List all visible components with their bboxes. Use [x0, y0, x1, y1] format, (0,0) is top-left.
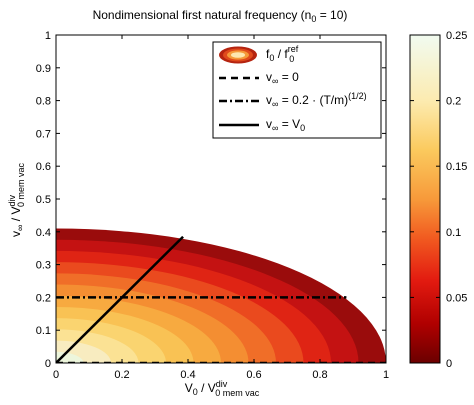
- y-tick-label: 0.5: [36, 194, 51, 206]
- y-tick-label: 0.1: [36, 325, 51, 337]
- colorbar-tick-label: 0: [446, 358, 452, 370]
- colorbar-tick-label: 0.05: [446, 292, 467, 304]
- x-tick-label: 0.4: [180, 369, 195, 381]
- y-tick-label: 0: [45, 358, 51, 370]
- x-tick-label: 0: [53, 369, 59, 381]
- x-tick-label: 0.2: [114, 369, 129, 381]
- y-tick-label: 0.3: [36, 260, 51, 272]
- x-tick-label: 0.8: [312, 369, 327, 381]
- line-solid: [56, 235, 184, 363]
- legend-label-equal: v∞ = V0: [266, 117, 305, 133]
- y-tick-label: 0.6: [36, 161, 51, 173]
- y-axis-ticks: 0 0.1 0.2 0.3 0.4 0.5 0.6 0.7 0.8 0.9 1: [36, 30, 386, 370]
- legend-swatch-contour: [219, 46, 257, 64]
- contour-fill: [56, 228, 386, 363]
- chart-title: Nondimensional first natural frequency (…: [93, 8, 348, 24]
- x-tick-label: 0.6: [246, 369, 261, 381]
- legend-label-frequency: f0 / fref 0: [266, 44, 299, 64]
- x-tick-label: 1: [383, 369, 389, 381]
- reference-lines: [56, 235, 386, 363]
- colorbar-tick-label: 0.25: [446, 30, 467, 42]
- colorbar-ticks: 0 0.05 0.1 0.15 0.2 0.25: [410, 30, 467, 370]
- y-tick-label: 1: [45, 30, 51, 42]
- y-tick-label: 0.9: [36, 63, 51, 75]
- colorbar-tick-label: 0.15: [446, 161, 467, 173]
- y-tick-label: 0.2: [36, 292, 51, 304]
- colorbar-tick-label: 0.2: [446, 96, 461, 108]
- x-axis-ticks: 0 0.2 0.4 0.6 0.8 1: [53, 35, 389, 381]
- colorbar-tick-label: 0.1: [446, 227, 461, 239]
- legend-label-tension: v∞ = 0.2 · (T/m)(1/2): [266, 91, 367, 109]
- colorbar: [409, 34, 441, 364]
- legend-label-zero: v∞ = 0: [266, 70, 299, 86]
- y-tick-label: 0.7: [36, 128, 51, 140]
- x-axis-label: V0 / Vdiv 0 mem vac: [185, 379, 260, 398]
- y-tick-label: 0.8: [36, 96, 51, 108]
- y-axis-label: v∞ / Vdiv0 mem vac: [7, 163, 26, 237]
- y-tick-label: 0.4: [36, 227, 51, 239]
- legend: f0 / fref 0 v∞ = 0 v∞ = 0.2 · (T/m)(1/2) …: [212, 41, 382, 139]
